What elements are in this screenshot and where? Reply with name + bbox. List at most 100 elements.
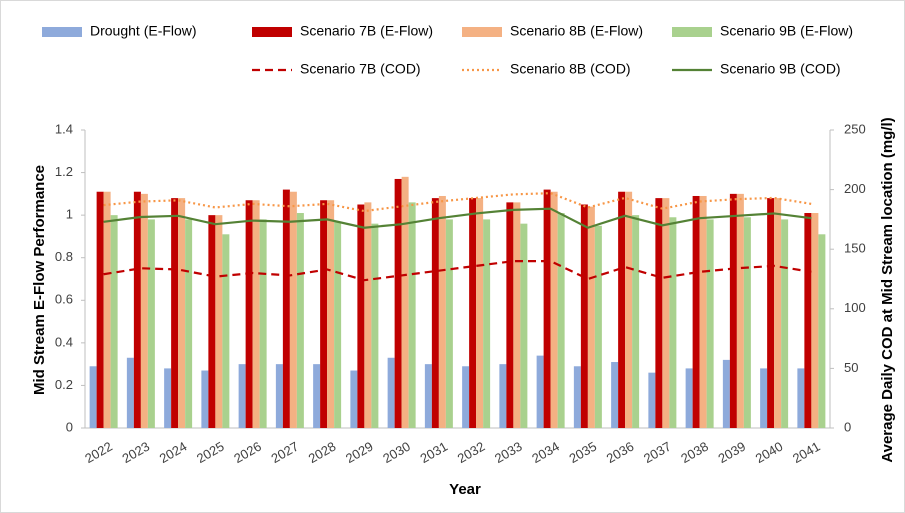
legend-label: Scenario 9B (E-Flow) — [720, 23, 853, 39]
bar — [110, 215, 118, 428]
bar — [238, 364, 246, 428]
bar — [767, 198, 775, 428]
bar — [811, 213, 819, 428]
legend-label: Scenario 7B (COD) — [300, 61, 421, 77]
legend-swatch — [252, 27, 292, 37]
bar — [580, 204, 588, 428]
bar — [499, 364, 507, 428]
bar — [648, 372, 656, 428]
bar — [350, 370, 358, 428]
y2-axis-title: Average Daily COD at Mid Stream location… — [879, 117, 896, 462]
bar — [147, 219, 155, 428]
bar — [438, 195, 446, 428]
y-tick-label: 1.4 — [55, 121, 73, 136]
y2-tick-label: 0 — [844, 419, 851, 434]
bar — [371, 223, 379, 428]
y2-tick-label: 250 — [844, 121, 866, 136]
y2-tick-label: 150 — [844, 241, 866, 256]
bar — [804, 213, 812, 428]
legend-label: Drought (E-Flow) — [90, 23, 197, 39]
bar — [692, 195, 700, 428]
y-axis-title: Mid Stream E-Flow Performance — [31, 165, 48, 395]
bar — [587, 206, 595, 428]
bar — [476, 198, 484, 428]
y2-tick-label: 100 — [844, 300, 866, 315]
bar — [662, 198, 670, 428]
bar — [573, 366, 581, 428]
bar — [685, 368, 693, 428]
bar — [594, 225, 602, 428]
bar — [632, 215, 640, 428]
bar — [215, 215, 223, 428]
bar — [222, 234, 230, 428]
bar — [618, 191, 626, 428]
bar — [729, 193, 737, 428]
y-tick-label: 0.6 — [55, 292, 73, 307]
legend-swatch — [462, 27, 502, 37]
bar — [103, 191, 111, 428]
bar — [171, 198, 179, 428]
line — [103, 192, 812, 213]
bar — [387, 357, 395, 428]
bar — [275, 364, 283, 428]
bar — [550, 191, 558, 428]
bar — [513, 202, 521, 428]
bar — [357, 204, 365, 428]
bar — [289, 191, 297, 428]
y2-tick-label: 50 — [844, 360, 858, 375]
legend-swatch — [672, 27, 712, 37]
y-tick-label: 0 — [66, 419, 73, 434]
bar — [520, 223, 528, 428]
bar — [431, 198, 439, 428]
y-tick-label: 0.4 — [55, 334, 73, 349]
bar — [89, 366, 97, 428]
y-tick-label: 1 — [66, 207, 73, 222]
bar — [334, 221, 342, 428]
legend-label: Scenario 8B (COD) — [510, 61, 631, 77]
bar — [401, 176, 409, 428]
y-tick-label: 0.2 — [55, 377, 73, 392]
bar — [736, 193, 744, 428]
bar — [760, 368, 768, 428]
bar — [96, 191, 104, 428]
bar — [743, 217, 751, 428]
bar — [282, 189, 290, 428]
bar — [818, 234, 826, 428]
bar — [557, 213, 565, 428]
bar — [722, 359, 730, 428]
bar — [201, 370, 209, 428]
bar — [625, 191, 633, 428]
bar — [259, 219, 267, 428]
bar — [313, 364, 321, 428]
bar — [469, 198, 477, 428]
bar — [462, 366, 470, 428]
bar — [781, 219, 789, 428]
bar — [140, 193, 148, 428]
bar — [424, 364, 432, 428]
legend-label: Scenario 9B (COD) — [720, 61, 841, 77]
bar — [483, 219, 491, 428]
bar — [296, 213, 304, 428]
bar — [506, 202, 514, 428]
bar — [252, 200, 260, 428]
legend-label: Scenario 8B (E-Flow) — [510, 23, 643, 39]
bar — [543, 189, 551, 428]
bar — [245, 200, 253, 428]
bar — [797, 368, 805, 428]
bar — [327, 200, 335, 428]
line — [103, 260, 812, 282]
bar — [133, 191, 141, 428]
bar — [699, 195, 707, 428]
bar — [164, 368, 172, 428]
bar — [364, 202, 372, 428]
y-tick-label: 0.8 — [55, 249, 73, 264]
bar — [126, 357, 134, 428]
bar — [536, 355, 544, 428]
bar — [408, 202, 416, 428]
y2-tick-label: 200 — [844, 181, 866, 196]
bar — [394, 178, 402, 428]
line — [103, 207, 812, 229]
bar — [208, 215, 216, 428]
bar — [655, 198, 663, 428]
bar — [320, 200, 328, 428]
